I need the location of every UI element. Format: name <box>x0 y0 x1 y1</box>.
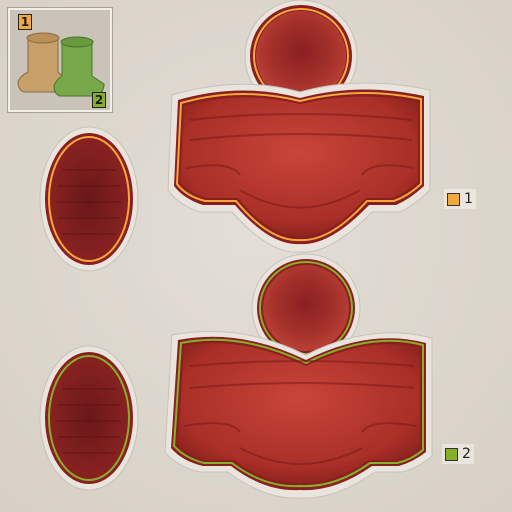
legend-swatch-1 <box>447 192 460 206</box>
legend-swatch-2 <box>445 447 458 461</box>
body-1 <box>180 96 418 237</box>
thumb-badge-2: 2 <box>92 92 106 108</box>
body-2-outline <box>172 338 424 488</box>
legend-label-2: 2 <box>462 446 471 462</box>
thumb-badge-1: 1 <box>18 14 32 30</box>
body-1-outline <box>175 92 422 242</box>
sole-2-outline <box>48 355 130 481</box>
group-1-pieces <box>39 0 431 272</box>
legend-group-2: 2 <box>442 444 474 464</box>
body-2 <box>178 343 420 484</box>
sole-1-outline <box>48 136 130 262</box>
ball-2-outline <box>259 261 353 355</box>
boots-preview <box>17 32 105 97</box>
group-2-pieces <box>39 253 433 499</box>
sole-1 <box>52 141 126 257</box>
legend-label-1: 1 <box>464 191 473 207</box>
sole-2 <box>52 360 126 476</box>
preview-thumbnail[interactable]: 1 2 <box>8 8 112 112</box>
legend-group-1: 1 <box>444 189 476 209</box>
ball-1 <box>256 11 346 101</box>
ball-2 <box>263 265 349 351</box>
green-boot-icon <box>53 36 105 97</box>
